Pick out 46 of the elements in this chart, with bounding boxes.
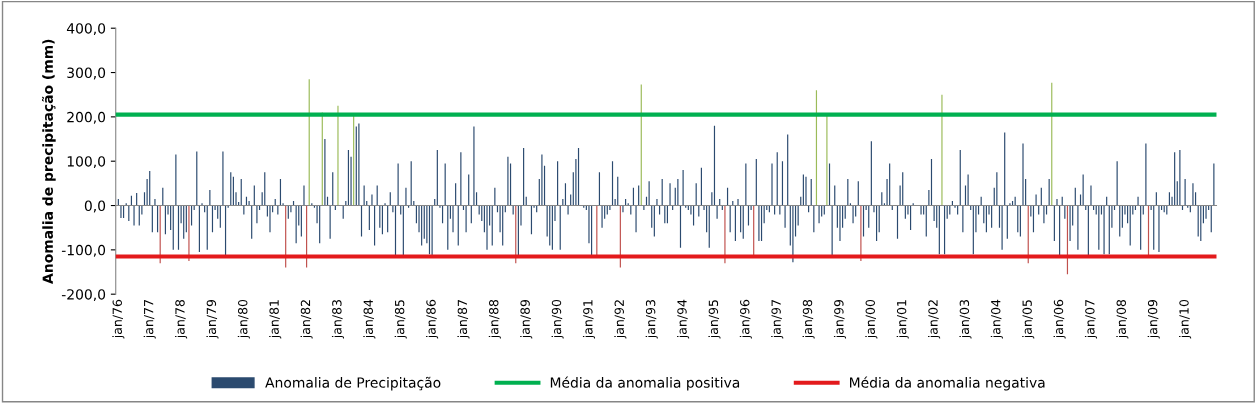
x-tick-label: jan/95 <box>708 300 721 339</box>
x-tick-label: jan/76 <box>112 299 125 339</box>
y-tick-label: -200,0 <box>61 289 106 302</box>
legend-label: Média da anomalia negativa <box>850 376 1045 391</box>
legend-label: Média da anomalia positiva <box>550 376 740 391</box>
x-tick-label: jan/89 <box>520 299 533 339</box>
x-tick-label: jan/10 <box>1179 299 1192 339</box>
x-tick-label: jan/84 <box>363 299 376 339</box>
x-tick-label: jan/96 <box>739 299 752 339</box>
y-tick-label: 100,0 <box>67 156 106 169</box>
y-tick-label: 0,0 <box>84 200 106 213</box>
y-axis-title: Anomalia de precipitação (mm) <box>41 39 56 284</box>
x-tick-label: jan/09 <box>1147 299 1160 339</box>
x-tick-label: jan/90 <box>551 299 564 339</box>
x-tick-label: jan/82 <box>300 300 313 339</box>
x-tick-label: jan/07 <box>1084 300 1098 339</box>
y-tick-label: -100,0 <box>61 244 106 257</box>
x-tick-label: jan/92 <box>614 300 627 339</box>
x-tick-label: jan/94 <box>677 299 690 339</box>
x-tick-label: jan/93 <box>645 300 658 339</box>
y-tick-label: 400,0 <box>66 23 106 36</box>
x-tick-label: jan/86 <box>426 299 439 339</box>
y-tick-label: 200,0 <box>67 111 106 124</box>
x-tick-label: jan/00 <box>865 299 878 339</box>
x-tick-label: jan/05 <box>1022 300 1035 339</box>
legend-label: Anomalia de Precipitação <box>265 376 441 391</box>
x-tick-label: jan/83 <box>331 300 345 339</box>
x-tick-label: jan/02 <box>928 300 941 339</box>
x-tick-label: jan/81 <box>269 300 282 339</box>
x-tick-label: jan/08 <box>1116 299 1129 339</box>
x-tick-label: jan/88 <box>488 299 501 339</box>
x-tick-label: jan/87 <box>457 300 470 339</box>
x-tick-label: jan/91 <box>582 300 596 339</box>
x-tick-label: jan/03 <box>959 300 972 339</box>
x-tick-label: jan/99 <box>833 299 847 339</box>
x-tick-label: jan/80 <box>237 299 250 339</box>
x-tick-label: jan/85 <box>394 300 407 339</box>
x-tick-label: jan/97 <box>771 300 784 339</box>
x-tick-label: jan/01 <box>896 300 909 339</box>
x-tick-label: jan/78 <box>175 299 188 339</box>
x-tick-label: jan/06 <box>1053 299 1066 339</box>
x-tick-label: jan/79 <box>206 299 219 339</box>
x-tick-label: jan/77 <box>143 300 156 339</box>
x-tick-label: jan/98 <box>802 299 815 339</box>
y-tick-label: 300,0 <box>67 67 106 80</box>
x-tick-label: jan/04 <box>990 299 1003 339</box>
